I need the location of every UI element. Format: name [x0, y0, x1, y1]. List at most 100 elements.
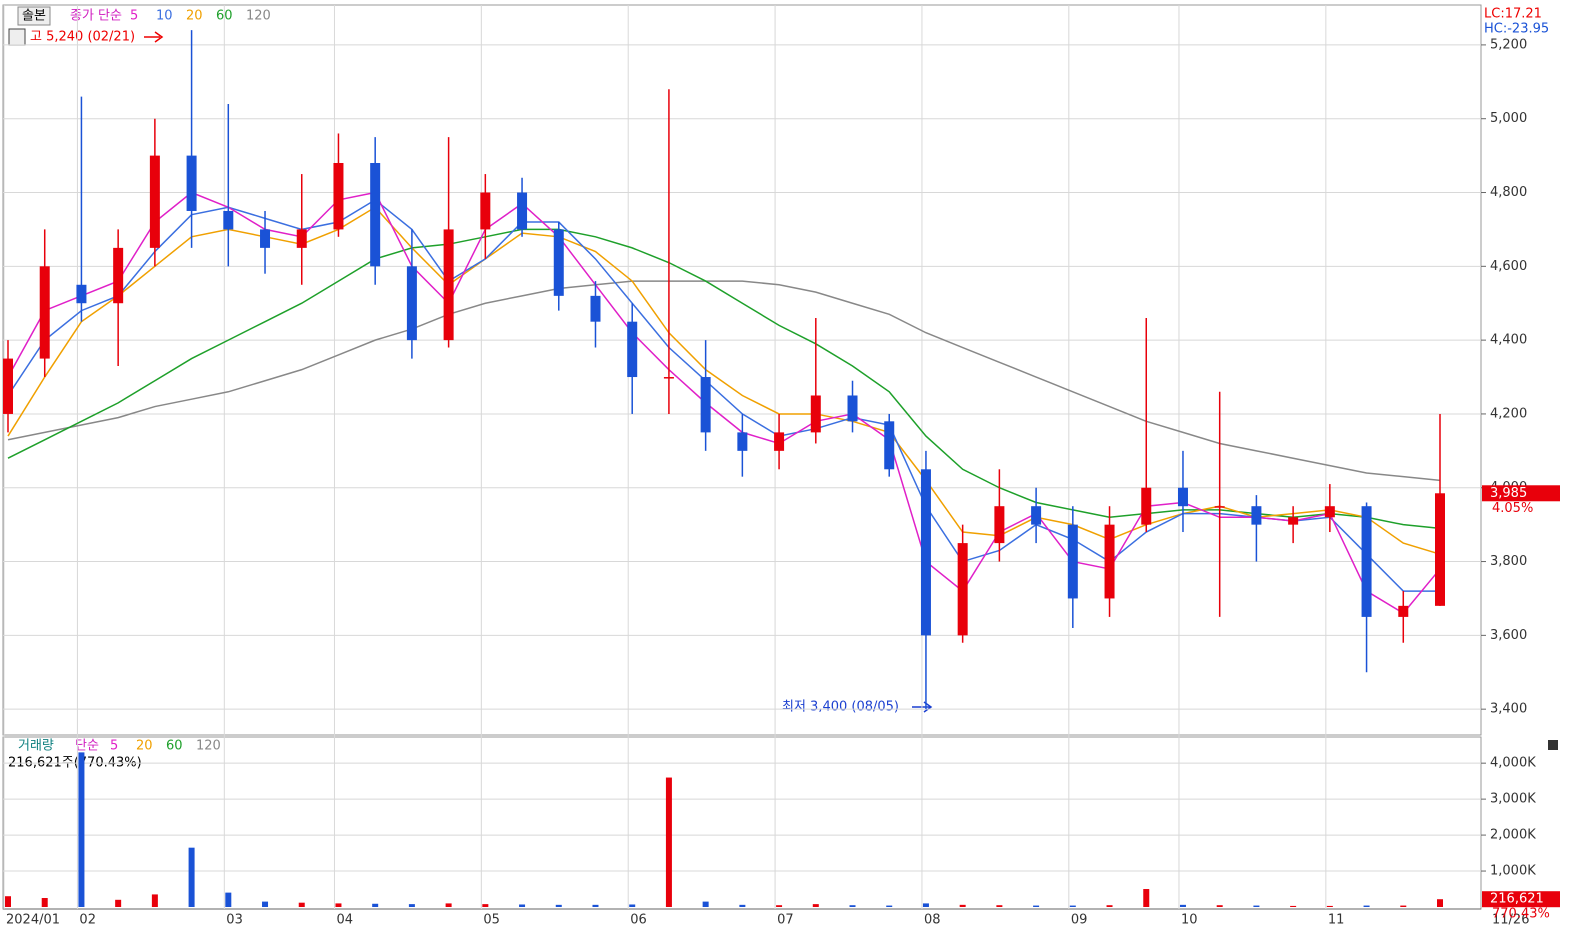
ma-line — [7, 198, 1440, 592]
table-icon[interactable] — [8, 28, 26, 46]
candle-body — [1324, 506, 1335, 518]
volume-bar — [665, 777, 672, 907]
candle-body — [1177, 487, 1188, 507]
volume-bar — [702, 901, 709, 907]
candle-body — [810, 395, 821, 433]
x-tick-label: 07 — [777, 913, 794, 928]
y-tick-label: 4,400 — [1490, 333, 1527, 348]
legend-entry: 5 — [130, 9, 138, 24]
volume-bar — [151, 894, 158, 907]
volume-bar — [1216, 905, 1223, 907]
x-tick-label: 06 — [630, 913, 647, 928]
volume-bar — [555, 904, 562, 907]
candle-body — [994, 506, 1005, 544]
volume-badge — [1482, 891, 1560, 908]
volume-bar — [1069, 905, 1076, 907]
candle-body — [76, 284, 87, 304]
y-tick-label: 4,800 — [1490, 185, 1527, 200]
x-tick-label: 2024/01 — [6, 913, 60, 928]
volume-bar — [629, 904, 636, 907]
panel-tab[interactable] — [17, 6, 51, 26]
volume-bar — [776, 905, 783, 907]
candle-body — [3, 358, 13, 414]
candle-body — [590, 295, 601, 322]
volume-bar — [996, 905, 1003, 907]
price-badge-label: 3,985 — [1490, 486, 1527, 501]
y-tick-label: 1,000K — [1490, 864, 1536, 879]
candle-body — [1251, 506, 1262, 525]
high-arrow-head — [154, 31, 164, 43]
price-change: 4.05% — [1492, 501, 1533, 516]
volume-legend-entry: 20 — [136, 739, 153, 754]
candle-body — [1104, 524, 1115, 599]
candle-body — [149, 155, 160, 248]
price-badge — [1482, 485, 1560, 502]
volume-bar — [1400, 905, 1407, 907]
volume-legend-title: 단순 — [75, 739, 99, 754]
volume-bar — [78, 752, 85, 907]
volume-bar — [335, 903, 342, 907]
volume-bar — [739, 904, 746, 907]
candle-body — [480, 192, 491, 230]
x-tick-label: 09 — [1071, 913, 1088, 928]
candle-body — [1141, 487, 1152, 525]
candle-body — [370, 162, 381, 267]
candle-body — [663, 377, 674, 379]
candle-body — [113, 247, 124, 304]
candle-body — [1398, 605, 1409, 617]
candle-body — [517, 192, 528, 230]
high-note: 고 5,240 (02/21) — [30, 30, 135, 45]
volume-bar — [1179, 904, 1186, 907]
volume-bar — [41, 898, 48, 907]
y-tick-label: 3,600 — [1490, 628, 1527, 643]
y-tick-label: 4,200 — [1490, 406, 1527, 421]
volume-legend-entry: 120 — [196, 739, 221, 754]
legend-entry: 120 — [246, 9, 271, 24]
close-button[interactable] — [1548, 740, 1558, 750]
volume-legend-entry: 5 — [110, 739, 118, 754]
candle-body — [884, 421, 895, 470]
y-tick-label: 5,200 — [1490, 37, 1527, 52]
legend-entry: 10 — [156, 9, 173, 24]
legend-title: 종가 단순 — [70, 9, 122, 24]
volume-bar — [922, 903, 929, 907]
candle-body — [920, 469, 931, 636]
candle-body — [957, 543, 968, 636]
candle-body — [1435, 493, 1445, 606]
volume-bar — [886, 905, 893, 907]
candle-body — [774, 432, 785, 451]
candle-body — [443, 229, 454, 341]
volume-bar — [1363, 905, 1370, 907]
ma-line — [7, 280, 1441, 482]
x-tick-label: 10 — [1181, 913, 1198, 928]
ma-line — [7, 191, 1441, 615]
candle-body — [1031, 506, 1042, 525]
candle-body — [627, 321, 638, 378]
x-last-date: 11/26 — [1492, 913, 1529, 928]
volume-bar — [812, 904, 819, 907]
volume-bar — [959, 904, 966, 907]
y-tick-label: 4,000K — [1490, 756, 1536, 771]
hc-indicator: HC:-23.95 — [1484, 22, 1549, 37]
candle-body — [553, 229, 564, 296]
x-tick-label: 11 — [1328, 913, 1345, 928]
x-tick-label: 02 — [79, 913, 96, 928]
x-tick-label: 04 — [336, 913, 353, 928]
candle-body — [406, 266, 417, 341]
candle-body — [223, 210, 234, 230]
volume-change: 770.43% — [1492, 907, 1550, 922]
candle-body — [260, 229, 271, 248]
volume-legend-entry: 60 — [166, 739, 183, 754]
y-tick-label: 2,000K — [1490, 828, 1536, 843]
volume-bar — [188, 847, 195, 907]
x-tick-label: 03 — [226, 913, 243, 928]
volume-bar — [1033, 905, 1040, 907]
x-tick-label: 05 — [483, 913, 500, 928]
candle-body — [700, 377, 711, 433]
volume-bar — [1253, 905, 1260, 907]
volume-bar — [298, 902, 305, 907]
volume-bar — [5, 896, 11, 907]
volume-bar — [482, 904, 489, 907]
y-tick-label: 5,000 — [1490, 111, 1527, 126]
volume-bar — [519, 904, 526, 907]
